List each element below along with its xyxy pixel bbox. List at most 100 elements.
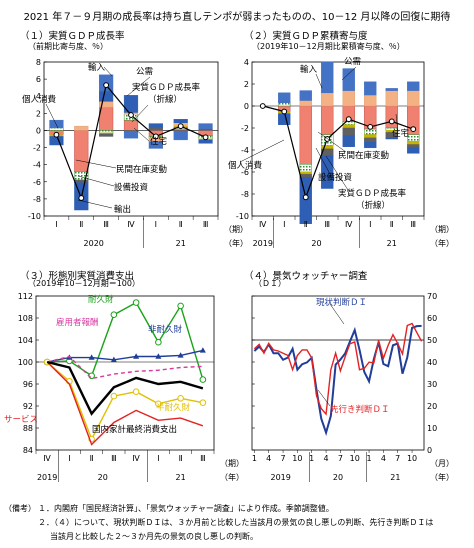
leader-line-p2-5 xyxy=(315,147,331,175)
y-tick-label-p2-5: 0 xyxy=(244,102,249,111)
leader-line-p1-7 xyxy=(77,199,113,209)
y-tick-label-p2-6: 2 xyxy=(244,80,249,89)
bar-p2-6-2 xyxy=(299,90,312,101)
bar-p2-3-4 xyxy=(342,127,355,136)
panel1-title: （１）実質ＧＤＰ成長率 xyxy=(20,31,125,42)
y-tick-label-p3-0: 84 xyxy=(23,446,33,455)
series-line-total xyxy=(46,360,204,416)
label-inventory-p2: 民間在庫変動 xyxy=(338,150,389,161)
bar-p2-3-5 xyxy=(364,137,377,143)
label-semi-durable: 半耐久財 xyxy=(156,402,191,413)
x-tick-label-p4-7: 10 xyxy=(350,454,360,463)
panel4-unit: （ＤＩ） xyxy=(254,279,286,288)
x-tick-label-p2-4: Ⅳ xyxy=(345,220,353,229)
bar-p1-6-3 xyxy=(123,131,139,139)
label-gdp-line-p2: （折線） xyxy=(356,200,390,211)
y-tick-label-p1-1: -8 xyxy=(33,195,41,204)
bar-p2-5-6 xyxy=(385,137,398,140)
point-durable-7 xyxy=(199,376,207,383)
year-label-p1-0: 2020 xyxy=(84,239,104,248)
y-tick-label-p3-6: 108 xyxy=(18,314,33,323)
year-caption-p3: （年） xyxy=(220,472,244,482)
point-semi-durable-7 xyxy=(199,399,207,407)
y-tick-label-p4-0: 0 xyxy=(427,446,432,455)
x-tick-label-p4-8: 1 xyxy=(367,454,372,463)
y-tick-label-p3-5: 104 xyxy=(18,336,33,345)
y-tick-label-p4-1: 10 xyxy=(427,424,437,433)
gdp-point-p1-2 xyxy=(103,82,110,88)
figure-title: 2021 年７－９月期の成長率は持ち直しテンポが弱まったものの、10－12 月以… xyxy=(23,12,451,23)
panel4-title: （４）景気ウォッチャー調査 xyxy=(244,271,368,282)
year-caption-p1: （年） xyxy=(224,238,248,248)
chart-consumption: 84 88 92 96 100 104 108 112 Ⅳ Ⅰ Ⅱ Ⅲ Ⅳ Ⅰ Ⅱ Ⅲ 2019 20 21 （期） （… xyxy=(4,292,244,482)
bar-p1-0-1 xyxy=(74,130,89,172)
bar-p2-6-5 xyxy=(364,81,377,96)
x-tick-label-p4-1: 4 xyxy=(266,454,271,463)
point-durable-3 xyxy=(110,311,118,319)
series-line-durable xyxy=(47,301,204,380)
x-tick-label-p4-4: 1 xyxy=(309,454,314,463)
bar-p1-6-6 xyxy=(198,123,213,129)
year-caption-p4: （年） xyxy=(430,472,454,482)
y-tick-label-p2-0: -10 xyxy=(236,212,249,221)
x-tick-label-p3-7: Ⅲ xyxy=(200,454,206,463)
x-tick-label-p2-5: Ⅰ xyxy=(369,220,371,229)
y-tick-label-p4-7: 70 xyxy=(427,292,437,301)
x-tick-label-p3-0: Ⅳ xyxy=(43,454,51,463)
bar-p1-5-0 xyxy=(49,136,64,146)
gdp-point-p1-0 xyxy=(53,131,60,138)
x-tick-label-p2-6: Ⅱ xyxy=(390,220,394,229)
period-caption-p1: （期） xyxy=(224,225,248,234)
year-caption-p2: （年） xyxy=(430,238,454,248)
bar-p2-5-5 xyxy=(364,142,377,149)
plot-frame-p1 xyxy=(43,61,219,217)
gdp-point-p1-1 xyxy=(78,195,85,201)
y-tick-label-p1-4: -2 xyxy=(33,144,41,153)
gdp-point-p1-6 xyxy=(202,134,209,141)
leader-line-p2-3 xyxy=(239,139,285,163)
x-tick-label-p4-10: 7 xyxy=(395,454,400,463)
x-tick-label-p2-0: Ⅳ xyxy=(259,220,267,229)
x-tick-label-p1-5: Ⅱ xyxy=(179,220,183,229)
label-housing-p1: 住宅 xyxy=(150,136,167,147)
bar-p2-2-3 xyxy=(321,145,334,150)
point-durable-6 xyxy=(177,302,184,310)
bar-p2-2-7 xyxy=(407,140,420,145)
x-tick-label-p4-3: 10 xyxy=(292,454,302,463)
label-personal-p1: 個人消費 xyxy=(22,94,57,105)
panel3-unit: （2019年10－12月期＝100） xyxy=(28,278,140,288)
x-tick-label-p4-2: 7 xyxy=(281,454,286,463)
label-gdp-line-p1: （折線） xyxy=(148,94,182,105)
x-tick-label-p1-4: Ⅰ xyxy=(155,220,157,229)
gdp-point-p2-5 xyxy=(367,124,374,130)
leader-line-p2-2 xyxy=(395,113,399,133)
leader-line-p1-6 xyxy=(77,175,115,187)
bar-p2-0-3 xyxy=(321,105,334,135)
point-durable-4 xyxy=(132,299,140,306)
notes-line-3: 当該月と比較した２～３か月先の景気の良し悪しの判断。 xyxy=(50,532,258,541)
bar-p2-1-5 xyxy=(364,128,377,135)
bar-p2-5-3 xyxy=(321,155,334,189)
y-tick-label-p3-2: 92 xyxy=(23,402,33,411)
charts-canvas: （前期比寄与度、％） （2019年10－12月期比累積寄与度、％） （2019年… xyxy=(4,41,454,482)
bar-p1-1-0 xyxy=(49,127,64,131)
notes-line-1: １．内閣府「国民経済計算」、「景気ウォッチャー調査」により作成。季節調整値。 xyxy=(38,504,334,513)
y-tick-label-p3-4: 100 xyxy=(18,358,33,367)
x-tick-label-p3-5: Ⅰ xyxy=(157,454,159,463)
gdp-point-p2-4 xyxy=(345,116,352,123)
chart-gdp-growth: -10 -8 -6 -4 -2 0 2 4 6 8 Ⅰ Ⅱ Ⅲ Ⅳ Ⅰ Ⅱ Ⅲ 2020 21 （期） （年） 輸入 公需個… xyxy=(22,58,248,248)
bar-p2-1-7 xyxy=(407,134,420,142)
bar-p2-0-2 xyxy=(299,105,312,165)
year-label-p4-2: 21 xyxy=(390,473,400,482)
y-tick-label-p3-1: 88 xyxy=(23,424,33,433)
series-line-outlook-di xyxy=(253,322,423,416)
leader-line-p4-1 xyxy=(317,389,331,407)
x-tick-label-p3-4: Ⅳ xyxy=(132,454,140,463)
y-tick-label-p2-3: -4 xyxy=(241,146,249,155)
bar-p2-3-2 xyxy=(299,173,312,178)
x-tick-label-p3-6: Ⅱ xyxy=(179,454,183,463)
year-label-p3-0: 2019 xyxy=(37,473,57,482)
label-durable: 耐久財 xyxy=(88,294,114,305)
point-nondurable-7 xyxy=(199,347,206,353)
y-tick-label-p3-7: 112 xyxy=(18,292,33,301)
